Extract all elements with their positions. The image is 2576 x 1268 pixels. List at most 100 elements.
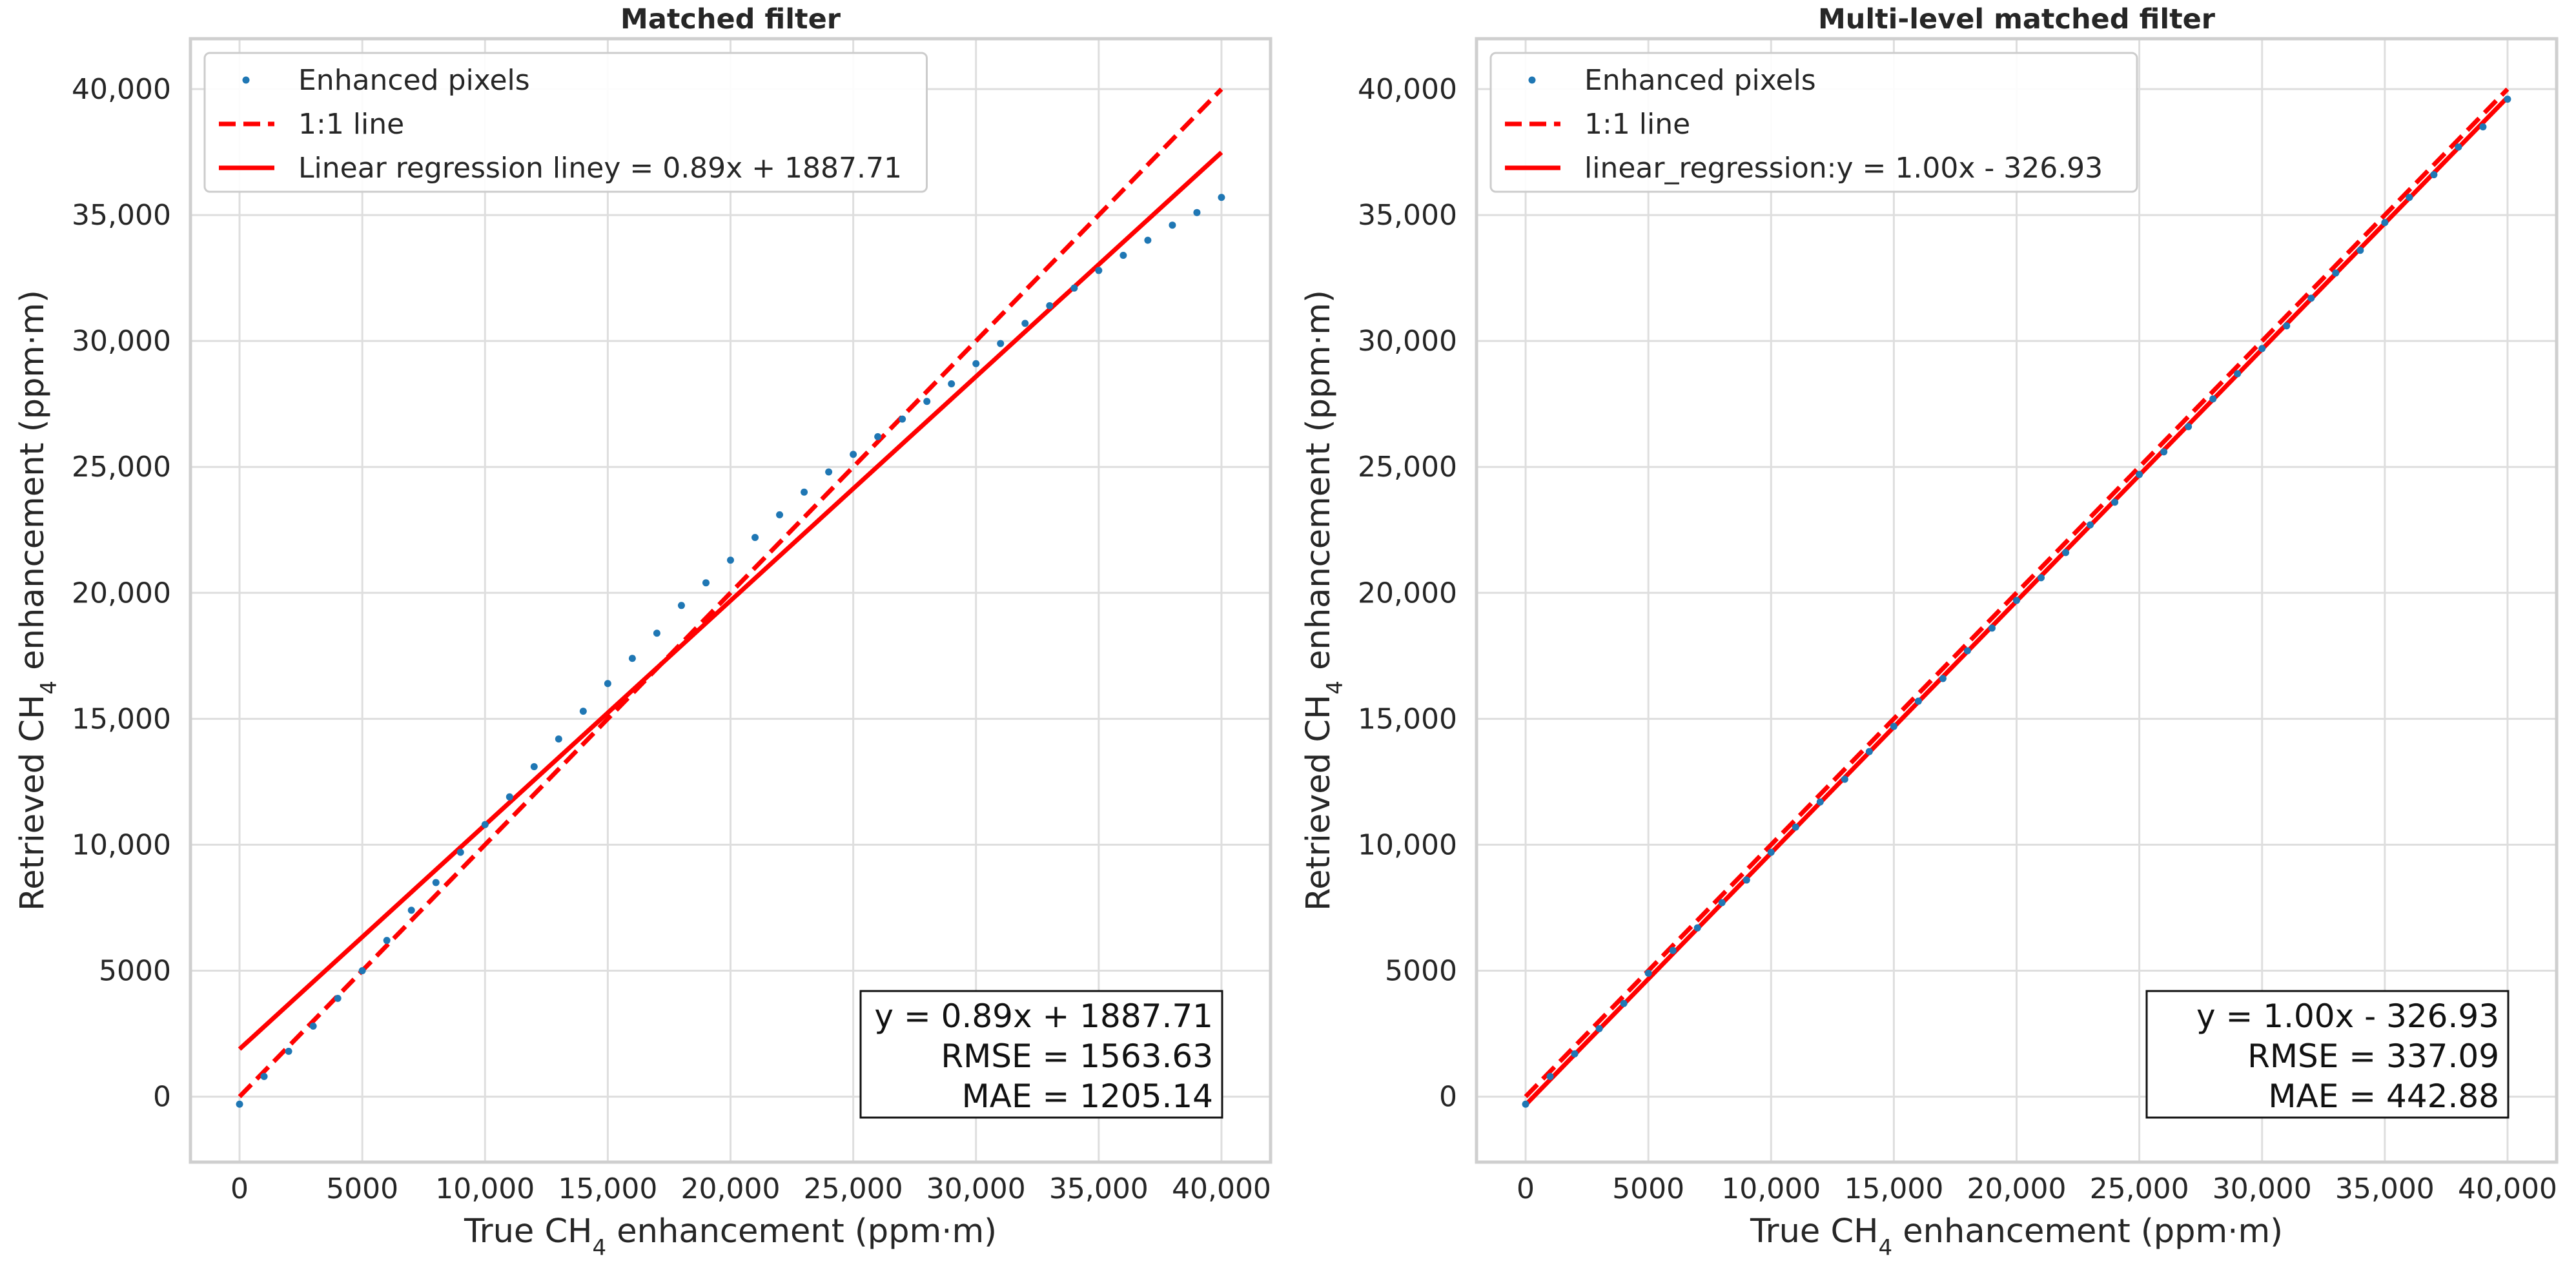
y-tick-label: 30,000 <box>72 325 171 358</box>
data-point <box>604 680 611 688</box>
x-tick-label: 20,000 <box>1967 1172 2067 1205</box>
data-point <box>1644 969 1652 977</box>
data-point <box>260 1072 268 1080</box>
x-tick-label: 15,000 <box>1844 1172 1943 1205</box>
data-point <box>1546 1072 1554 1080</box>
data-point <box>899 415 906 423</box>
data-point <box>334 994 342 1002</box>
legend-label: 1:1 line <box>1584 108 1690 141</box>
legend-label: Linear regression liney = 0.89x + 1887.7… <box>298 152 902 185</box>
data-point <box>1939 675 1947 682</box>
legend-box <box>1489 52 2138 193</box>
data-point <box>1718 899 1726 906</box>
stats-line: MAE = 442.88 <box>2268 1078 2499 1115</box>
y-tick-label: 0 <box>1439 1081 1457 1114</box>
data-point <box>2430 171 2438 179</box>
data-point <box>850 451 857 458</box>
x-tick-label: 20,000 <box>681 1172 781 1205</box>
data-point <box>677 602 685 609</box>
x-tick-label: 0 <box>230 1172 249 1205</box>
data-point <box>1571 1050 1579 1058</box>
data-point <box>2136 471 2143 478</box>
one-to-one-line <box>238 87 1223 1099</box>
data-point <box>2479 123 2487 131</box>
data-point <box>628 655 636 662</box>
legend-label: Enhanced pixels <box>1584 64 1816 97</box>
legend-marker-points <box>1528 76 1536 84</box>
data-point <box>751 533 759 541</box>
data-point <box>358 966 366 974</box>
data-point <box>1119 252 1127 260</box>
data-point <box>1816 798 1824 806</box>
data-point <box>825 468 833 476</box>
data-point <box>1046 302 1054 310</box>
chart-title: Multi-level matched filter <box>1818 3 2216 36</box>
axes-frame <box>189 37 1273 1164</box>
y-tick-label: 5000 <box>99 954 171 987</box>
stats-line: MAE = 1205.14 <box>962 1078 1213 1115</box>
legend: Enhanced pixels 1:1 line Linear regression… <box>203 52 928 193</box>
x-tick-label: 5000 <box>1612 1172 1684 1205</box>
x-tick-label: 5000 <box>326 1172 398 1205</box>
data-point <box>579 708 587 715</box>
data-point <box>2356 247 2364 254</box>
axes-frame <box>1475 37 2559 1164</box>
data-point <box>1169 221 1176 229</box>
y-tick-label: 25,000 <box>72 451 171 484</box>
data-point <box>555 735 562 743</box>
data-point <box>506 793 513 801</box>
data-point <box>874 433 882 440</box>
data-point <box>2381 219 2389 227</box>
data-point <box>1522 1100 1529 1108</box>
data-point <box>432 879 440 886</box>
data-point <box>972 360 980 367</box>
data-point <box>2307 294 2315 302</box>
data-point <box>2258 345 2266 353</box>
legend-label: linear_regression:y = 1.00x - 326.93 <box>1584 152 2103 185</box>
stats-frame <box>2145 990 2510 1119</box>
data-point <box>1988 624 1996 632</box>
legend-marker-points <box>242 76 250 84</box>
chart-panel-1: 0 5000 10,000 15,000 20,000 25,000 30,000 35,00… <box>14 3 1273 1261</box>
legend: Enhanced pixels 1:1 line linear_regression… <box>1489 52 2138 193</box>
data-point <box>1620 999 1628 1007</box>
x-tick-label: 25,000 <box>2090 1172 2189 1205</box>
data-point <box>407 906 415 914</box>
data-point <box>727 557 734 564</box>
data-point <box>1021 320 1029 327</box>
data-point <box>2504 96 2511 103</box>
data-point <box>309 1022 317 1030</box>
data-point <box>1218 194 1225 201</box>
y-tick-label: 25,000 <box>1358 451 1457 484</box>
data-point <box>1070 284 1078 292</box>
legend-label: Enhanced pixels <box>298 64 530 97</box>
data-point <box>2062 549 2070 557</box>
data-point <box>1095 267 1103 274</box>
data-point <box>2013 597 2020 604</box>
y-tick-label: 15,000 <box>72 702 171 735</box>
stats-frame <box>859 990 1223 1119</box>
regression-line <box>238 150 1223 1051</box>
data-point <box>1595 1025 1603 1032</box>
x-tick-label: 30,000 <box>926 1172 1026 1205</box>
chart-title: Matched filter <box>620 3 841 36</box>
y-tick-label: 5000 <box>1385 954 1457 987</box>
data-point <box>2406 194 2413 201</box>
data-point <box>1669 946 1677 954</box>
data-point <box>1890 722 1897 730</box>
legend-label: 1:1 line <box>298 108 404 141</box>
x-axis-label: True CH4 enhancement (ppm·m) <box>1750 1212 2283 1261</box>
data-point <box>923 398 931 405</box>
data-point <box>2332 269 2340 277</box>
y-tick-label: 10,000 <box>1358 828 1457 861</box>
data-point <box>2160 448 2168 456</box>
y-tick-label: 15,000 <box>1358 702 1457 735</box>
x-axis-label: True CH4 enhancement (ppm·m) <box>464 1212 997 1261</box>
y-axis-label: Retrieved CH4 enhancement (ppm·m) <box>14 290 62 911</box>
y-tick-label: 0 <box>153 1081 171 1114</box>
data-point <box>1767 848 1775 856</box>
data-point <box>2087 521 2094 529</box>
